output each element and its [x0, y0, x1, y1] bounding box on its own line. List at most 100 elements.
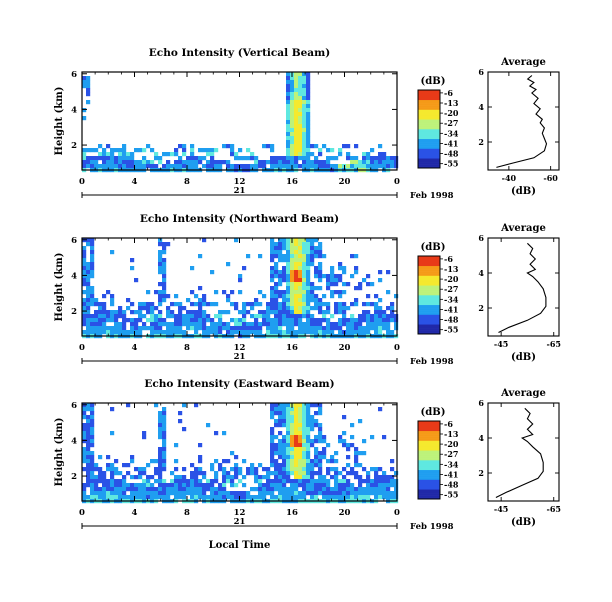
heatmap-cell	[282, 419, 287, 424]
colorbar-swatch	[418, 473, 440, 476]
heatmap-cell	[318, 483, 323, 488]
heatmap-cell	[338, 310, 343, 315]
heatmap-cell	[286, 100, 291, 105]
heatmap-cell	[274, 270, 279, 275]
heatmap-cell	[374, 495, 379, 500]
heatmap-cell	[158, 467, 163, 472]
heatmap-cell	[290, 112, 295, 117]
colorbar-swatch	[418, 140, 440, 143]
heatmap-cell	[206, 152, 211, 157]
heatmap-cell	[198, 254, 203, 259]
heatmap-cell	[230, 467, 235, 472]
colorbar-swatch	[418, 497, 440, 500]
heatmap-cell	[102, 156, 107, 161]
heatmap-cell	[318, 475, 323, 480]
heatmap-cell	[298, 136, 303, 141]
heatmap-cell	[390, 330, 395, 335]
heatmap-cell	[270, 266, 275, 271]
heatmap-cell	[286, 322, 291, 327]
heatmap-cell	[90, 471, 95, 476]
heatmap-cell	[162, 439, 167, 444]
heatmap-cell	[162, 258, 167, 263]
heatmap-cell	[298, 250, 303, 255]
heatmap-cell	[86, 76, 91, 81]
heatmap-cell	[238, 318, 243, 323]
heatmap-cell	[302, 112, 307, 117]
heatmap-cell	[290, 148, 295, 153]
heatmap-cell	[154, 152, 159, 157]
heatmap-cell	[210, 463, 215, 468]
colorbar-swatch	[418, 448, 440, 451]
heatmap-cell	[134, 483, 139, 488]
heatmap-cell	[298, 314, 303, 319]
heatmap-cell	[366, 322, 371, 327]
heatmap-cell	[242, 483, 247, 488]
heatmap-cell	[86, 310, 91, 315]
heatmap-cell	[158, 330, 163, 335]
heatmap-cell	[282, 447, 287, 452]
panel-0: Echo Intensity (Vertical Beam)0 4 8 12 16 20 0…	[54, 47, 560, 201]
heatmap-cell	[90, 322, 95, 327]
heatmap-cell	[114, 330, 119, 335]
heatmap-cell	[186, 487, 191, 492]
heatmap-cell	[302, 152, 307, 157]
heatmap-cell	[298, 242, 303, 247]
heatmap-cell	[162, 415, 167, 420]
colorbar-swatch	[418, 308, 440, 311]
heatmap-cell	[194, 467, 199, 472]
heatmap-cell	[110, 318, 115, 323]
heatmap-cell	[322, 487, 327, 492]
heatmap-cell	[182, 487, 187, 492]
heatmap-cell	[102, 483, 107, 488]
heatmap-cell	[246, 322, 251, 327]
heatmap-cell	[90, 415, 95, 420]
heatmap-cell	[90, 250, 95, 255]
heatmap-cell	[178, 144, 183, 149]
heatmap-cell	[330, 164, 335, 169]
heatmap-cell	[86, 467, 91, 472]
heatmap-cell	[290, 242, 295, 247]
heatmap-cell	[258, 475, 263, 480]
heatmap-cell	[154, 314, 159, 319]
heatmap-cell	[358, 451, 363, 456]
heatmap-cell	[298, 282, 303, 287]
heatmap-cell	[290, 84, 295, 89]
heatmap-cell	[306, 148, 311, 153]
heatmap-cell	[226, 459, 231, 464]
heatmap-cell	[134, 148, 139, 153]
heatmap-cell	[302, 262, 307, 267]
heatmap-cell	[270, 427, 275, 432]
heatmap-cell	[290, 310, 295, 315]
heatmap-cell	[286, 463, 291, 468]
heatmap-cell	[370, 435, 375, 440]
heatmap-cell	[270, 451, 275, 456]
heatmap-cell	[190, 156, 195, 161]
heatmap-cell	[290, 152, 295, 157]
heatmap-cell	[238, 148, 243, 153]
heatmap-cell	[90, 463, 95, 468]
heatmap-cell	[346, 164, 351, 169]
heatmap-cell	[258, 160, 263, 165]
heatmap-cell	[294, 443, 299, 448]
heatmap-cell	[290, 447, 295, 452]
heatmap-cell	[298, 427, 303, 432]
heatmap-cell	[90, 435, 95, 440]
heatmap-cell	[362, 164, 367, 169]
heatmap-cell	[262, 487, 267, 492]
heatmap-cell	[162, 483, 167, 488]
heatmap-cell	[310, 246, 315, 251]
heatmap-cell	[322, 314, 327, 319]
heatmap-cell	[270, 491, 275, 496]
heatmap-cell	[290, 407, 295, 412]
heatmap-cell	[202, 294, 207, 299]
heatmap-cell	[302, 132, 307, 137]
heatmap-cell	[386, 164, 391, 169]
heatmap-cell	[338, 302, 343, 307]
colorbar-swatch	[418, 156, 440, 159]
heatmap-cell	[250, 487, 255, 492]
heatmap-cell	[226, 164, 231, 169]
heatmap-cell	[302, 495, 307, 500]
heatmap-cell	[82, 108, 87, 113]
colorbar: -6-13-20-27-34-41-48-55(dB)	[417, 76, 459, 169]
heatmap-cell	[182, 479, 187, 484]
